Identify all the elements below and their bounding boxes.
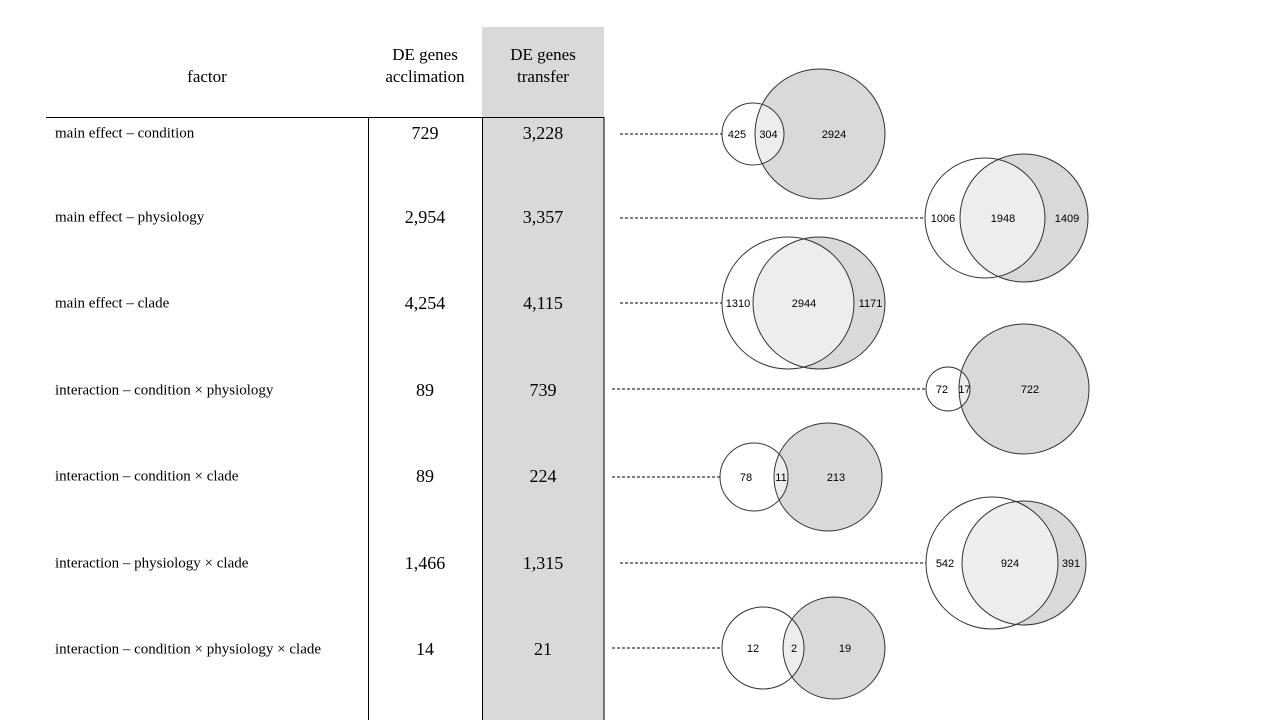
row-transfer-value: 21: [534, 639, 552, 659]
row-factor-label: main effect – condition: [55, 126, 195, 142]
row-acclimation-value: 14: [416, 639, 434, 659]
table-row: main effect – condition 729 3,228: [55, 123, 563, 143]
venn-acclimation-circle: [925, 366, 971, 412]
venn-transfer-outline: [961, 500, 1087, 626]
venn-transfer-outline: [959, 153, 1089, 283]
row-acclimation-value: 2,954: [405, 207, 446, 227]
row-acclimation-value: 729: [412, 123, 439, 143]
row-factor-label: interaction – physiology × clade: [55, 556, 249, 572]
venn-overlap-count: 304: [759, 129, 777, 141]
venn-transfer-outline: [754, 68, 886, 200]
venn-acclimation-circle: [721, 102, 785, 166]
venn-transfer-outline: [782, 596, 886, 700]
row-transfer-value: 3,357: [523, 207, 564, 227]
venn-acclimation-circle: [721, 606, 805, 690]
venn-transfer-circle: [755, 69, 885, 199]
venn-right-only-count: 1409: [1055, 213, 1079, 225]
row-transfer-value: 739: [530, 380, 557, 400]
row-acclimation-value: 4,254: [405, 293, 446, 313]
venn-diagram: 1310 2944 1171: [620, 236, 886, 370]
table-row: interaction – condition × physiology × c…: [55, 639, 552, 659]
venn-left-only-count: 12: [747, 643, 759, 655]
venn-right-only-count: 19: [839, 643, 851, 655]
venn-overlap-region: [960, 158, 1045, 278]
venn-overlap-count: 924: [1001, 558, 1019, 570]
row-factor-label: interaction – condition × physiology: [55, 383, 274, 399]
venn-overlap-count: 11: [775, 472, 786, 484]
row-factor-label: interaction – condition × clade: [55, 469, 239, 485]
venn-right-only-count: 722: [1021, 384, 1039, 396]
venn-right-only-count: 391: [1062, 558, 1080, 570]
venn-transfer-outline: [752, 236, 886, 370]
transfer-column-shading: [482, 27, 604, 720]
header-transfer-line1: DE genes: [510, 45, 576, 64]
table-row: interaction – condition × physiology 89 73…: [55, 380, 557, 400]
row-transfer-value: 1,315: [523, 553, 564, 573]
venn-transfer-circle: [959, 324, 1089, 454]
venn-left-only-count: 1006: [931, 213, 955, 225]
venn-right-only-count: 2924: [822, 129, 846, 141]
venn-left-only-count: 425: [728, 129, 746, 141]
venn-overlap-count: 2: [791, 643, 797, 655]
venn-left-only-count: 542: [936, 558, 954, 570]
venn-transfer-circle: [783, 597, 885, 699]
venn-acclimation-circle: [721, 236, 855, 370]
table-row: main effect – physiology 2,954 3,357: [55, 207, 563, 227]
row-transfer-value: 4,115: [523, 293, 563, 313]
venn-diagram: 425 304 2924: [620, 68, 886, 200]
venn-left-only-count: 72: [936, 384, 948, 396]
row-acclimation-value: 89: [416, 466, 434, 486]
header-acclimation-line2: acclimation: [385, 67, 465, 86]
venn-diagram: 542 924 391: [620, 496, 1087, 630]
venn-overlap-count: 2944: [792, 298, 816, 310]
venn-diagram: 72 17 722: [612, 323, 1090, 455]
venn-diagram: 1006 1948 1409: [620, 153, 1089, 283]
venn-transfer-outline: [773, 422, 883, 532]
row-factor-label: main effect – physiology: [55, 210, 205, 226]
row-factor-label: main effect – clade: [55, 296, 170, 312]
row-factor-label: interaction – condition × physiology × c…: [55, 642, 321, 658]
venn-transfer-outline: [958, 323, 1090, 455]
table-row: interaction – condition × clade 89 224: [55, 466, 557, 486]
venn-overlap-count: 17: [958, 384, 970, 396]
table-row: interaction – physiology × clade 1,466 1,3…: [55, 553, 563, 573]
table-row: main effect – clade 4,254 4,115: [55, 293, 563, 313]
venn-right-only-count: 1171: [859, 298, 883, 310]
row-transfer-value: 3,228: [523, 123, 564, 143]
venn-acclimation-circle: [924, 157, 1046, 279]
venn-left-only-count: 78: [740, 472, 752, 484]
venn-diagram: 78 11 213: [612, 422, 883, 532]
venn-acclimation-circle: [925, 496, 1059, 630]
header-acclimation-line1: DE genes: [392, 45, 458, 64]
venn-transfer-circle: [774, 423, 882, 531]
row-acclimation-value: 89: [416, 380, 434, 400]
venn-acclimation-circle: [719, 442, 789, 512]
venn-diagram: 12 2 19: [612, 596, 886, 700]
row-acclimation-value: 1,466: [405, 553, 446, 573]
venn-overlap-count: 1948: [991, 213, 1015, 225]
venn-right-only-count: 213: [827, 472, 845, 484]
header-transfer-line2: transfer: [517, 67, 569, 86]
header-factor: factor: [187, 67, 227, 86]
row-transfer-value: 224: [530, 466, 557, 486]
venn-left-only-count: 1310: [726, 298, 750, 310]
